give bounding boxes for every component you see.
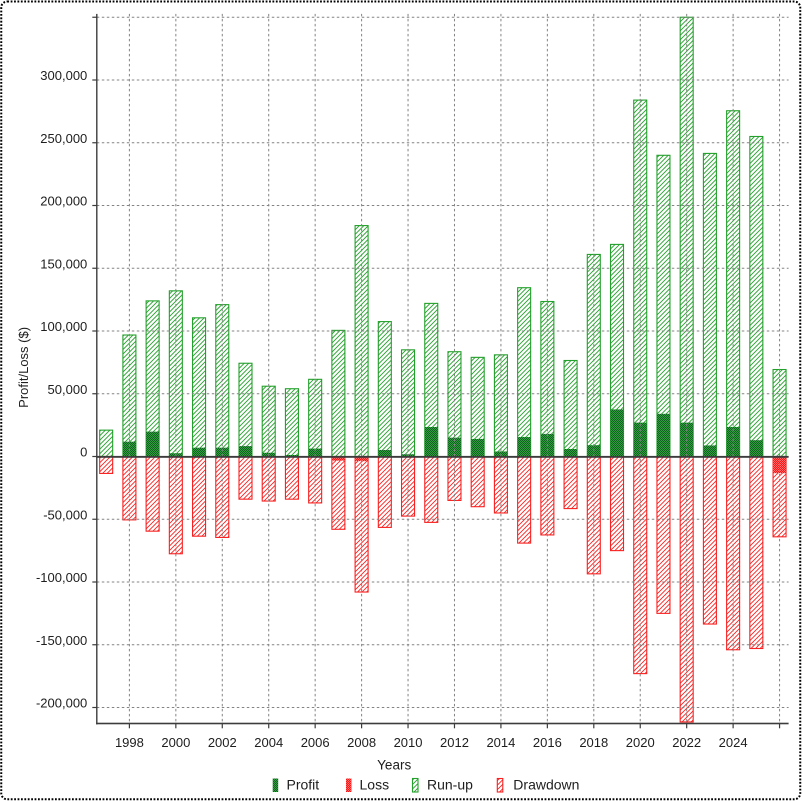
svg-text:2020: 2020 [626,735,655,750]
svg-text:2010: 2010 [394,735,423,750]
svg-text:Drawdown: Drawdown [513,777,579,793]
svg-text:150,000: 150,000 [40,256,87,271]
svg-text:2024: 2024 [719,735,748,750]
svg-text:300,000: 300,000 [40,68,87,83]
svg-text:2012: 2012 [440,735,469,750]
svg-text:2014: 2014 [486,735,515,750]
svg-text:250,000: 250,000 [40,131,87,146]
svg-text:2018: 2018 [579,735,608,750]
svg-text:2016: 2016 [533,735,562,750]
svg-text:2000: 2000 [161,735,190,750]
svg-text:2002: 2002 [208,735,237,750]
svg-text:Loss: Loss [360,777,390,793]
svg-text:1998: 1998 [115,735,144,750]
svg-text:Profit: Profit [287,777,320,793]
svg-text:0: 0 [80,445,87,460]
svg-text:-150,000: -150,000 [36,633,87,648]
svg-text:-50,000: -50,000 [43,507,87,522]
svg-text:2006: 2006 [301,735,330,750]
svg-text:200,000: 200,000 [40,194,87,209]
svg-text:Run-up: Run-up [427,777,473,793]
svg-text:100,000: 100,000 [40,319,87,334]
svg-text:-100,000: -100,000 [36,570,87,585]
svg-text:Years: Years [377,758,411,773]
svg-text:2004: 2004 [254,735,283,750]
svg-text:-200,000: -200,000 [36,696,87,711]
svg-text:Profit/Loss ($): Profit/Loss ($) [16,327,31,408]
svg-text:50,000: 50,000 [48,382,88,397]
svg-text:2022: 2022 [672,735,701,750]
svg-text:2008: 2008 [347,735,376,750]
